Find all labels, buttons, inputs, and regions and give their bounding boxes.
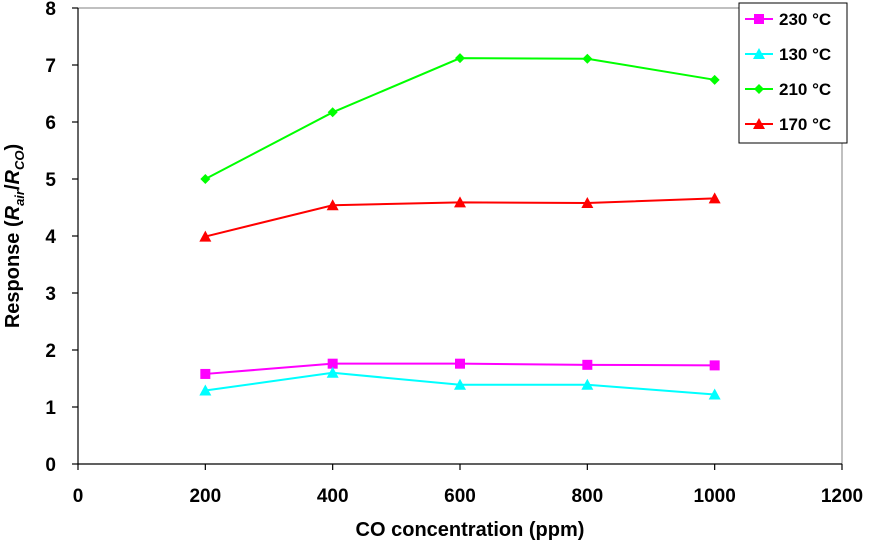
data-point	[327, 107, 338, 118]
x-tick-label: 200	[189, 486, 221, 507]
legend-marker	[754, 14, 764, 24]
data-point	[708, 192, 721, 204]
x-tick-label: 0	[73, 486, 84, 507]
plot-area	[77, 7, 843, 465]
legend-label: 230 °C	[779, 10, 831, 29]
y-title-r2: R	[2, 169, 24, 184]
x-tick-label: 800	[571, 486, 603, 507]
data-point	[326, 199, 339, 211]
data-point	[709, 74, 720, 85]
legend-label: 130 °C	[779, 45, 831, 64]
series-layer	[199, 53, 721, 400]
data-point	[454, 196, 466, 208]
legend-marker	[753, 48, 765, 59]
plot-border	[77, 7, 843, 465]
data-point	[455, 53, 465, 64]
data-point	[455, 358, 465, 369]
y-title-r1: R	[2, 205, 24, 220]
y-axis: 0 1 2 3 4 5 6 7 8	[45, 0, 79, 476]
data-point	[581, 196, 594, 208]
y-tick-label: 8	[45, 0, 56, 20]
series-210c	[200, 53, 720, 184]
x-tick-label: 1000	[694, 486, 736, 507]
x-axis: 0 200 400 600 800 1000 1200	[73, 463, 863, 507]
legend-box	[738, 2, 848, 144]
y-title-suffix: )	[2, 144, 24, 151]
y-tick-label: 5	[45, 170, 56, 191]
y-tick-label: 7	[45, 56, 56, 77]
y-title-sub2: CO	[12, 150, 27, 170]
y-tick-label: 6	[45, 113, 56, 134]
data-point	[327, 358, 338, 369]
data-point	[708, 388, 721, 400]
data-point	[326, 366, 339, 378]
series-130c	[199, 366, 721, 400]
legend-item: 230 °C	[745, 10, 831, 29]
legend-item: 130 °C	[745, 45, 831, 64]
x-tick-label: 600	[444, 486, 476, 507]
data-point	[199, 384, 212, 396]
legend-item: 210 °C	[745, 80, 831, 99]
x-tick-label: 1200	[821, 486, 863, 507]
legend-marker	[753, 118, 765, 129]
series-230c	[200, 358, 720, 379]
y-tick-label: 0	[45, 455, 56, 476]
data-point	[582, 53, 593, 64]
x-tick-label: 400	[317, 486, 349, 507]
data-point	[454, 378, 466, 390]
legend-item: 170 °C	[745, 115, 831, 134]
y-tick-label: 2	[45, 341, 56, 362]
data-point	[199, 230, 212, 242]
y-tick-label: 4	[45, 227, 56, 248]
data-point	[582, 359, 593, 370]
data-point	[581, 378, 594, 390]
data-point	[200, 368, 211, 379]
series-170c	[199, 192, 721, 242]
x-axis-title: CO concentration (ppm)	[356, 519, 585, 541]
y-title-prefix: Response (	[2, 220, 24, 328]
y-tick-label: 1	[45, 398, 56, 419]
data-point	[200, 174, 211, 184]
legend-label: 210 °C	[779, 80, 831, 99]
legend: 230 °C 130 °C 210 °C 170 °C	[738, 2, 848, 144]
legend-marker	[754, 84, 764, 94]
data-point	[709, 360, 720, 371]
y-title-slash: /	[2, 184, 24, 190]
y-title-sub1: air	[12, 189, 27, 206]
y-axis-title: Response (Rair/RCO)	[2, 144, 27, 328]
legend-label: 170 °C	[779, 115, 831, 134]
y-tick-label: 3	[45, 284, 56, 305]
